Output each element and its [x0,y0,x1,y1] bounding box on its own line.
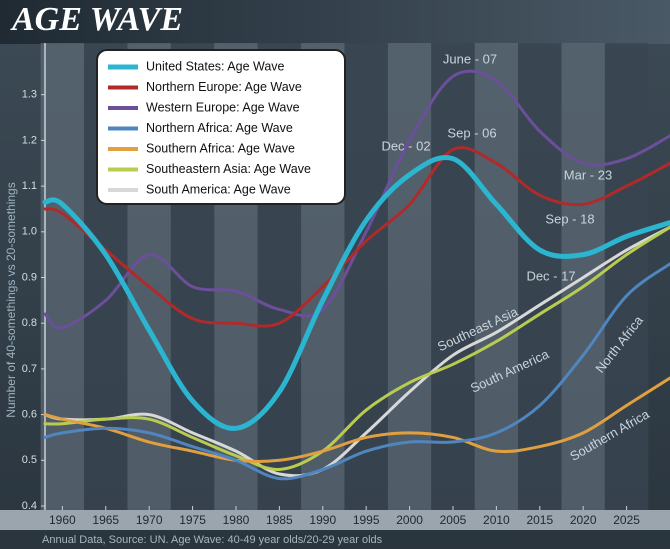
annotation: Sep - 18 [545,211,594,226]
x-tick-label: 2025 [613,513,640,527]
x-tick-label: 1985 [266,513,293,527]
header [0,0,670,44]
x-tick-label: 1995 [353,513,380,527]
column-band [604,43,649,510]
y-tick-label: 1.2 [22,134,37,146]
series-line [43,376,670,463]
annotation: Mar - 23 [564,167,612,182]
x-tick-label: 1960 [49,513,76,527]
series-line [43,69,670,330]
legend-box [96,49,346,205]
y-tick-label: 1.3 [22,89,37,101]
series-line [42,155,670,431]
annotation: Dec - 02 [381,138,430,153]
y-tick-label: 0.6 [22,409,37,421]
x-tick-label: 1970 [136,513,163,527]
series-line [43,225,670,478]
y-axis-label: Number of 40-somethings vs 20-somethings [4,182,18,417]
legend-label: South America: Age Wave [146,182,291,196]
footnote: Annual Data, Source: UN. Age Wave: 40-49… [42,534,383,546]
legend-label: Southern Africa: Age Wave [146,141,295,155]
x-tick-label: 2010 [483,513,510,527]
legend-label: Northern Africa: Age Wave [146,121,293,135]
series-line [43,262,670,481]
x-tick-label: 2005 [440,513,467,527]
legend-label: Western Europe: Age Wave [146,100,300,114]
x-tick-label: 2020 [570,513,597,527]
y-tick-label: 0.9 [22,271,37,283]
legend-label: Southeastern Asia: Age Wave [146,162,311,176]
column-band [344,43,388,510]
annotation: Sep - 06 [447,125,496,140]
y-tick-label: 1.1 [22,180,37,192]
y-tick-label: 0.4 [22,500,37,512]
series-line [43,146,670,328]
x-tick-label: 1965 [92,513,119,527]
x-axis-strip [0,510,670,530]
column-band [40,43,85,510]
column-band [518,43,562,510]
chart-title: AGE WAVE [10,1,183,38]
y-tick-label: 0.7 [22,363,37,375]
legend-label: United States: Age Wave [146,59,285,73]
y-tick-label: 1.0 [22,226,37,238]
x-tick-label: 2015 [526,513,553,527]
column-band [474,43,519,510]
x-tick-label: 1990 [309,513,336,527]
x-tick-label: 1980 [223,513,250,527]
column-band [431,43,475,510]
annotation: Dec - 17 [526,268,575,283]
series-line [43,225,670,471]
x-tick-label: 2000 [396,513,423,527]
legend: United States: Age Wave Northern Europe: … [96,49,346,205]
annotation: June - 07 [443,51,497,66]
y-tick-label: 0.5 [22,454,37,466]
legend-label: Northern Europe: Age Wave [146,80,302,94]
x-tick-label: 1975 [179,513,206,527]
y-tick-label: 0.8 [22,317,37,329]
